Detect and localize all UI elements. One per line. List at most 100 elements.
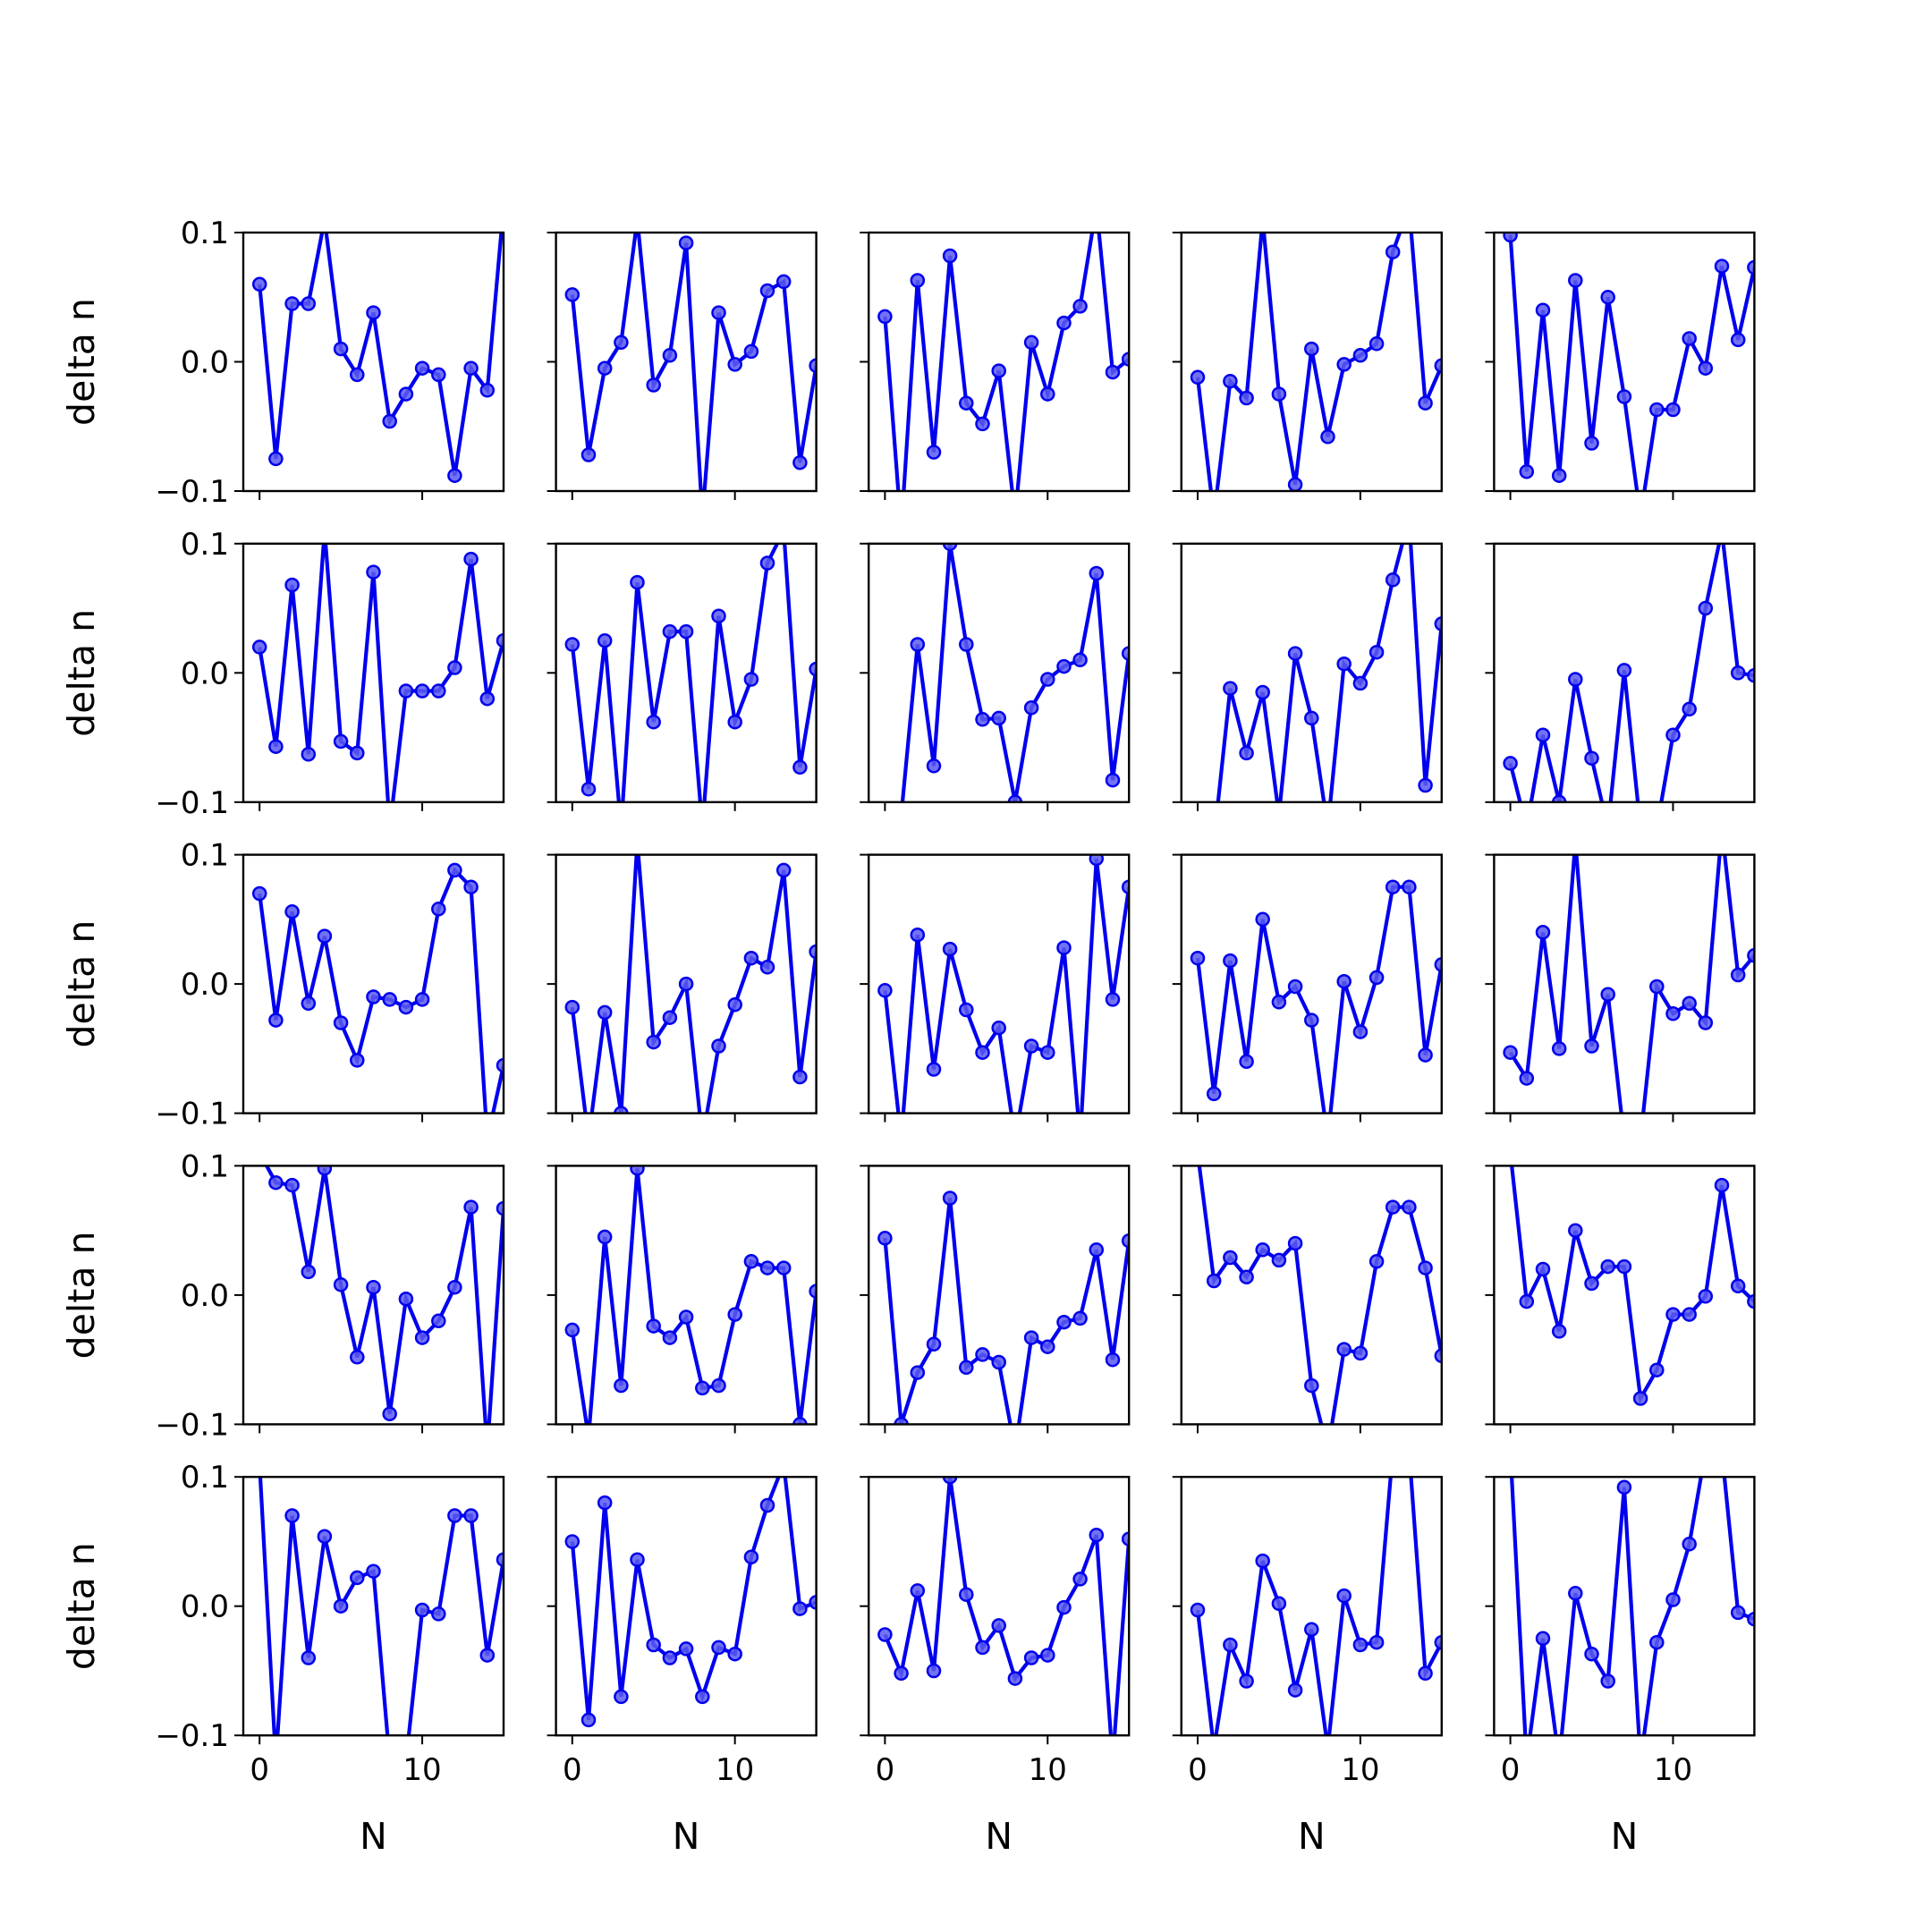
data-point	[1385, 1199, 1401, 1215]
data-point	[564, 1322, 580, 1338]
data-point	[1665, 402, 1681, 418]
subplot-3-3	[860, 853, 1131, 1123]
data-point	[1650, 822, 1663, 835]
data-point	[1698, 600, 1714, 616]
data-point	[1304, 1377, 1319, 1394]
series-group	[564, 543, 817, 802]
data-point	[333, 1277, 349, 1292]
data-point	[646, 1318, 661, 1334]
data-point	[1368, 1634, 1385, 1650]
data-point	[463, 1508, 479, 1523]
data-point	[564, 1534, 580, 1549]
data-point	[1255, 911, 1270, 928]
data-point	[1072, 299, 1088, 314]
series-line	[1508, 854, 1755, 1114]
data-point	[597, 1229, 613, 1245]
data-point	[775, 274, 792, 290]
data-point	[1322, 1444, 1335, 1456]
data-point	[942, 1477, 958, 1485]
data-point	[1255, 1553, 1270, 1569]
data-point	[942, 543, 958, 552]
data-point	[678, 235, 694, 250]
x-tick-label: 0	[250, 1752, 269, 1788]
axes-frame	[555, 1475, 818, 1737]
data-point	[463, 551, 479, 567]
data-point	[1336, 656, 1352, 672]
data-point	[1584, 1038, 1599, 1054]
subplot-5-5: 0 10 N	[1485, 1475, 1756, 1858]
data-point	[646, 1637, 661, 1653]
data-point	[333, 733, 349, 750]
series-line	[1216, 543, 1442, 802]
data-point	[1009, 511, 1021, 523]
data-point	[792, 454, 808, 470]
subplot-1-2	[547, 231, 818, 500]
data-point	[350, 1570, 365, 1586]
data-point	[301, 996, 317, 1012]
series-line	[883, 858, 1130, 1114]
data-point	[1730, 332, 1746, 348]
data-point	[991, 1020, 1006, 1036]
data-point	[1105, 772, 1121, 788]
data-point	[497, 200, 510, 213]
data-point	[1434, 1634, 1442, 1650]
data-point	[1304, 341, 1319, 357]
data-point	[991, 1354, 1006, 1370]
data-point	[1352, 348, 1368, 363]
data-point	[1072, 652, 1088, 668]
x-tick-label: 0	[1501, 1752, 1521, 1788]
data-point	[942, 1191, 958, 1206]
series-group	[251, 543, 504, 835]
data-point	[431, 367, 446, 383]
data-point	[662, 1650, 678, 1665]
series-group	[564, 233, 817, 491]
data-point	[975, 712, 990, 727]
data-point	[1304, 710, 1319, 726]
series-group	[1510, 1477, 1755, 1767]
x-axis-label: N	[360, 1815, 387, 1858]
data-point	[251, 276, 267, 292]
data-point	[398, 1291, 414, 1307]
data-point	[268, 451, 284, 467]
data-point	[878, 822, 891, 835]
series-group	[1503, 854, 1755, 1114]
data-point	[678, 623, 694, 640]
series-group	[251, 200, 510, 483]
data-point	[1287, 646, 1303, 661]
data-point	[743, 1254, 759, 1269]
data-point	[1535, 727, 1551, 742]
series-group	[1190, 233, 1442, 491]
series-line	[883, 1477, 1130, 1736]
data-point	[463, 1199, 479, 1215]
data-point	[1568, 273, 1583, 288]
data-point	[481, 1444, 494, 1456]
data-point	[759, 960, 775, 975]
data-point	[711, 608, 726, 623]
data-point	[711, 1377, 726, 1394]
data-point	[1190, 1602, 1206, 1618]
data-point	[253, 1458, 266, 1470]
y-axis-label: delta n	[60, 609, 103, 737]
data-point	[1352, 1024, 1368, 1039]
data-point	[1056, 1599, 1072, 1615]
data-point	[447, 1508, 462, 1523]
data-point	[809, 358, 817, 374]
data-point	[1634, 1755, 1647, 1767]
data-point	[910, 927, 926, 943]
data-point	[678, 976, 694, 992]
data-point	[1665, 727, 1681, 742]
series-line	[258, 543, 504, 802]
data-point	[942, 941, 958, 957]
data-point	[384, 822, 396, 835]
data-point	[284, 296, 300, 311]
data-point	[301, 1264, 317, 1280]
series-line	[1510, 1165, 1755, 1405]
series-group	[877, 1477, 1130, 1736]
data-point	[743, 1549, 759, 1565]
data-point	[333, 1015, 349, 1030]
data-point	[1105, 1352, 1121, 1368]
subplot-3-5	[1485, 853, 1756, 1123]
subplot-3-2	[547, 853, 818, 1123]
data-point	[630, 574, 645, 590]
data-point	[1271, 386, 1287, 402]
